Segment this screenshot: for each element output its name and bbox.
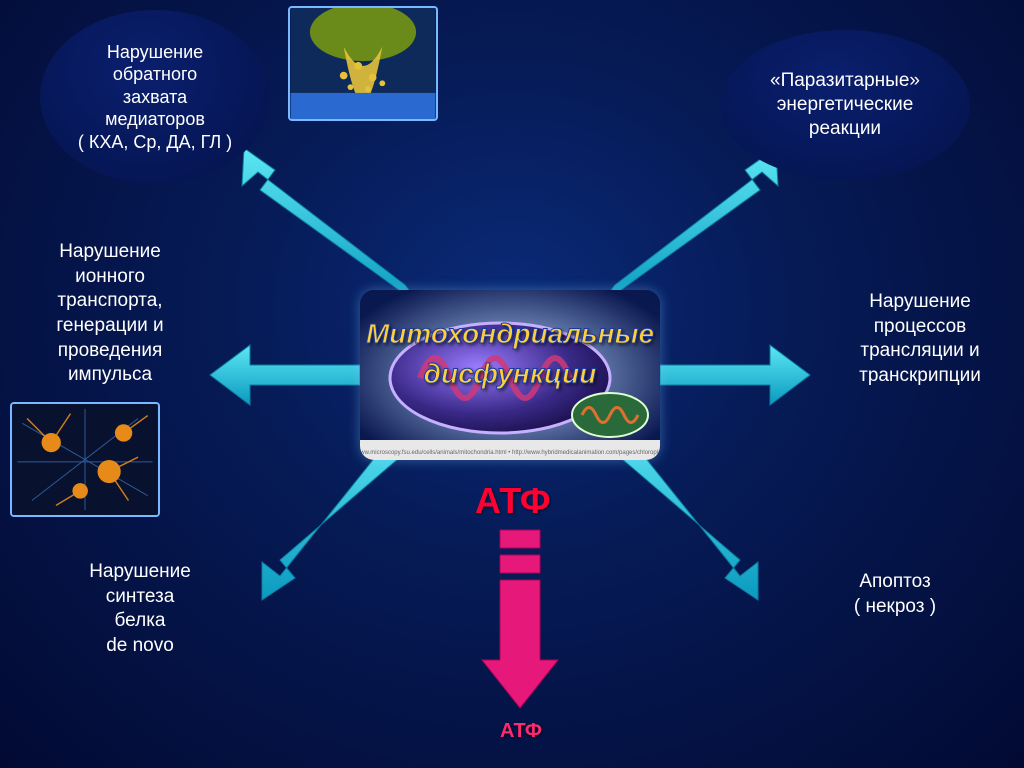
- down-arrow-seg-0: [500, 530, 540, 548]
- arrow-a-ur: [600, 148, 778, 305]
- down-arrow-seg-2: [482, 580, 558, 708]
- arrow-a-ul: [242, 148, 420, 305]
- down-arrow-seg-1: [500, 555, 540, 573]
- decor-img-neurons: [10, 402, 160, 517]
- arrow-a-l: [210, 345, 360, 405]
- decor-img-synapse: [288, 6, 438, 121]
- arrow-a-r: [660, 345, 810, 405]
- svg-text:http://www.microscopy.fsu.edu/: http://www.microscopy.fsu.edu/cells/anim…: [360, 450, 660, 456]
- atp-label-small: АТФ: [500, 720, 542, 743]
- ellipse-e2: «Паразитарные»энергетическиереакции: [720, 30, 970, 180]
- central-title-line1: Митохондриальные: [360, 318, 660, 350]
- text-t1: Нарушениеионноготранспорта,генерации ипр…: [10, 240, 210, 388]
- ellipse-e1: Нарушениеобратногозахватамедиаторов( КХА…: [40, 10, 270, 184]
- atp-label-big: АТФ: [475, 480, 551, 522]
- central-title-line2: дисфункции: [360, 358, 660, 390]
- text-t3: Нарушениесинтезабелкаde novo: [60, 560, 220, 659]
- slide-root: http://www.microscopy.fsu.edu/cells/anim…: [0, 0, 1024, 768]
- text-t2: Нарушениепроцессовтрансляции итранскрипц…: [820, 290, 1020, 389]
- text-t4: Апоптоз( некроз ): [810, 570, 980, 619]
